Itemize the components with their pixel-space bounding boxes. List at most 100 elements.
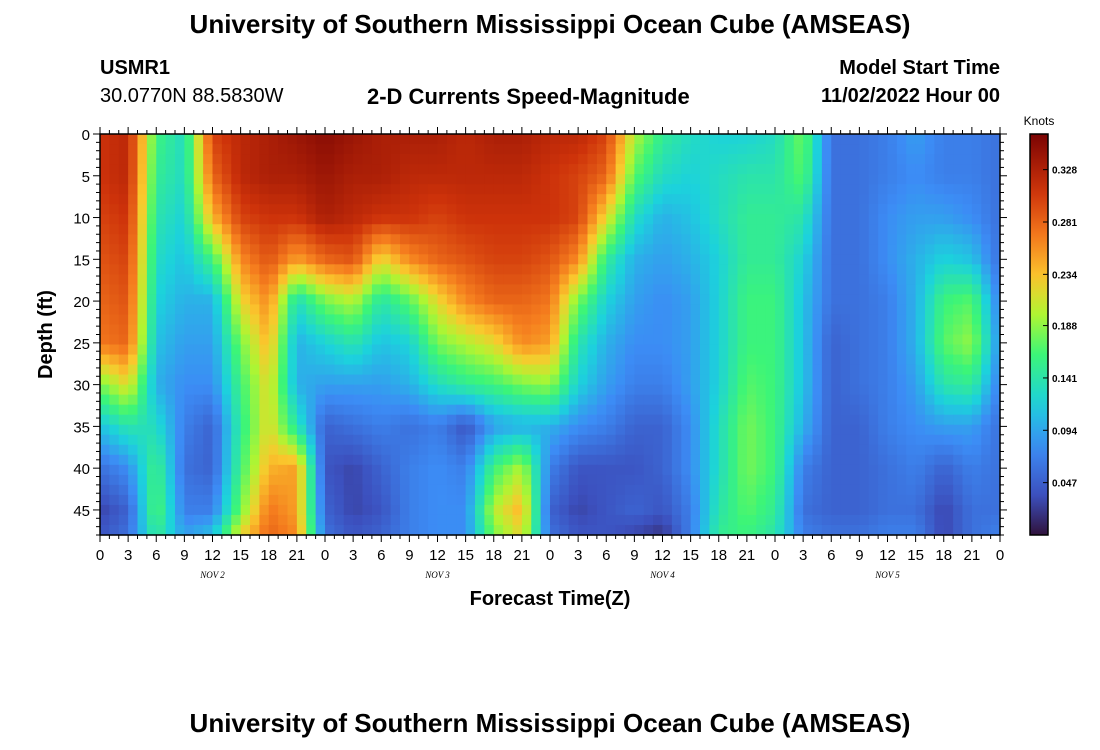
heatmap-cell	[700, 444, 710, 456]
heatmap-cell	[568, 214, 579, 225]
heatmap-cell	[793, 344, 804, 356]
heatmap-cell	[653, 434, 664, 446]
heatmap-cell	[568, 264, 579, 275]
heatmap-cell	[240, 244, 251, 255]
heatmap-cell	[662, 154, 673, 165]
heatmap-cell	[540, 414, 551, 426]
heatmap-cell	[840, 444, 851, 456]
heatmap-cell	[306, 374, 317, 386]
heatmap-cell	[990, 164, 1001, 175]
heatmap-cell	[559, 484, 570, 496]
heatmap-cell	[475, 394, 485, 406]
heatmap-cell	[634, 264, 645, 275]
heatmap-cell	[512, 434, 523, 446]
heatmap-cell	[193, 394, 204, 406]
heatmap-cell	[887, 484, 898, 496]
heatmap-cell	[540, 304, 551, 316]
heatmap-cell	[278, 394, 289, 406]
heatmap-cell	[296, 504, 307, 516]
heatmap-cell	[184, 324, 195, 336]
heatmap-cell	[371, 244, 382, 255]
heatmap-cell	[981, 384, 992, 396]
heatmap-cell	[859, 314, 870, 326]
heatmap-cell	[981, 364, 992, 376]
heatmap-cell	[137, 454, 148, 466]
heatmap-cell	[925, 444, 935, 456]
heatmap-cell	[446, 144, 457, 155]
heatmap-cell	[512, 214, 523, 225]
heatmap-cell	[315, 304, 326, 316]
heatmap-cell	[615, 384, 626, 396]
heatmap-cell	[793, 234, 804, 245]
heatmap-cell	[193, 334, 204, 346]
heatmap-cell	[296, 144, 307, 155]
heatmap-cell	[971, 374, 982, 386]
heatmap-cell	[821, 244, 832, 255]
heatmap-cell	[821, 524, 832, 536]
heatmap-cell	[512, 334, 523, 346]
heatmap-cell	[315, 144, 326, 155]
heatmap-cell	[146, 274, 157, 285]
heatmap-cell	[343, 414, 354, 426]
heatmap-cell	[128, 254, 139, 265]
heatmap-cell	[737, 394, 748, 406]
heatmap-cell	[765, 424, 776, 436]
heatmap-cell	[662, 344, 673, 356]
heatmap-cell	[212, 314, 223, 326]
heatmap-cell	[353, 224, 364, 235]
heatmap-cell	[587, 174, 598, 185]
heatmap-cell	[446, 164, 457, 175]
heatmap-cell	[709, 234, 720, 245]
heatmap-cell	[221, 264, 232, 275]
heatmap-cell	[690, 514, 701, 526]
heatmap-cell	[221, 274, 232, 285]
heatmap-cell	[887, 344, 898, 356]
heatmap-cell	[371, 184, 382, 195]
heatmap-cell	[746, 424, 757, 436]
heatmap-cell	[550, 254, 560, 265]
heatmap-cell	[550, 334, 560, 346]
heatmap-cell	[925, 154, 935, 165]
heatmap-cell	[653, 414, 664, 426]
heatmap-cell	[981, 484, 992, 496]
heatmap-cell	[765, 384, 776, 396]
heatmap-cell	[446, 364, 457, 376]
heatmap-cell	[728, 374, 739, 386]
heatmap-cell	[306, 424, 317, 436]
heatmap-cell	[606, 294, 617, 306]
heatmap-cell	[868, 324, 879, 336]
heatmap-cell	[550, 154, 560, 165]
heatmap-cell	[156, 394, 167, 406]
heatmap-cell	[953, 224, 964, 235]
heatmap-cell	[700, 424, 710, 436]
heatmap-cell	[118, 354, 129, 366]
heatmap-cell	[250, 274, 260, 285]
heatmap-cell	[531, 324, 542, 336]
heatmap-cell	[353, 364, 364, 376]
heatmap-cell	[615, 434, 626, 446]
heatmap-cell	[231, 154, 242, 165]
heatmap-cell	[793, 484, 804, 496]
heatmap-cell	[240, 214, 251, 225]
heatmap-cell	[671, 264, 682, 275]
heatmap-cell	[634, 434, 645, 446]
heatmap-cell	[934, 314, 945, 326]
heatmap-cell	[850, 414, 860, 426]
heatmap-cell	[643, 494, 654, 506]
heatmap-cell	[296, 474, 307, 486]
heatmap-cell	[193, 184, 204, 195]
heatmap-cell	[203, 174, 214, 185]
heatmap-cell	[756, 484, 767, 496]
heatmap-cell	[118, 474, 129, 486]
heatmap-cell	[821, 174, 832, 185]
heatmap-cell	[268, 424, 279, 436]
heatmap-cell	[990, 214, 1001, 225]
heatmap-cell	[578, 404, 589, 416]
heatmap-cell	[418, 144, 429, 155]
heatmap-cell	[268, 494, 279, 506]
heatmap-cell	[587, 494, 598, 506]
x-tick-label: 9	[180, 547, 188, 564]
heatmap-cell	[915, 284, 926, 296]
heatmap-cell	[287, 284, 298, 296]
heatmap-cell	[934, 354, 945, 366]
